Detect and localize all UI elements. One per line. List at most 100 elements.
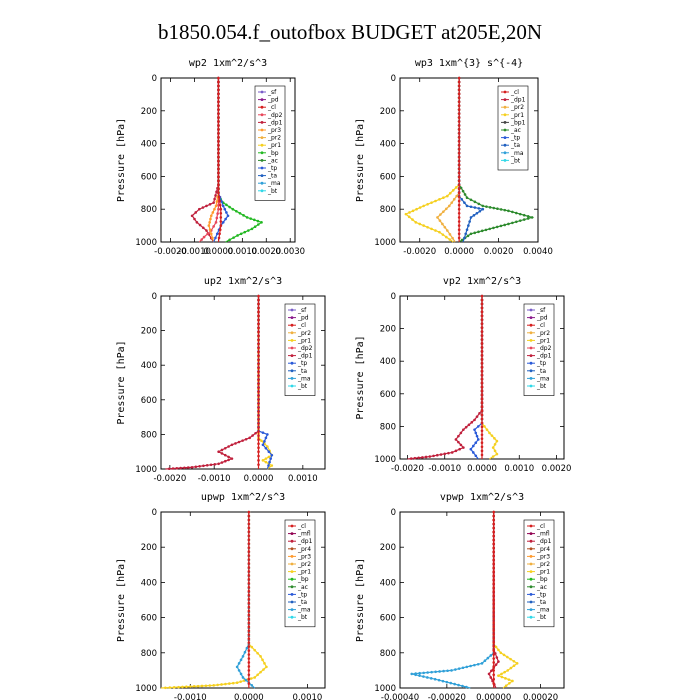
series-point-pr1 [256,651,259,655]
legend-box [284,519,316,628]
series-point-ta [463,236,466,240]
series-point-tp [469,447,473,451]
series-point-bp [249,217,253,220]
series-point-ma [449,681,453,685]
series-point-ta [472,214,476,217]
series-point-cl [480,437,484,441]
legend-label: _pd [267,97,279,104]
plot-frame [399,511,565,689]
x-tick-label: -0.00040 [381,693,419,700]
series-point-cl [257,314,260,318]
series-point-bp [245,216,249,219]
legend-label: _pd [536,315,548,322]
series-point-pr3 [209,217,212,221]
series-point-cl [247,574,251,577]
series-point-pr1 [220,683,223,686]
series-point-cl [217,163,220,167]
x-tick-label: 0.0000 [204,247,234,257]
series-line-ma [411,512,495,689]
series-point-bp [228,238,231,242]
legend-label: _dp1 [297,353,313,360]
series-point-pr2 [451,236,454,240]
series-point-pr1 [185,685,188,689]
series-point-ta [465,228,469,231]
legend-label: _cl [536,523,545,530]
series-point-pr1 [507,678,511,681]
series-point-dp1 [454,449,458,453]
series-point-pr1 [438,230,441,234]
series-point-dp1 [175,466,179,470]
series-point-bp [253,218,256,222]
series-point-pr1 [216,683,219,687]
x-tick-label: -0.0020 [391,464,424,474]
legend-label: _tp [267,165,277,172]
series-point-dp1 [212,201,215,204]
series-point-pr3 [215,200,219,203]
series-point-ac [488,206,492,209]
series-point-dp1 [450,451,454,454]
series-point-ma [442,669,445,673]
series-point-bp [231,207,235,211]
y-tick-label: 0 [152,74,157,84]
series-point-pr1 [208,684,212,687]
legend-label: _ma [510,150,524,157]
series-point-cl [480,453,484,457]
legend-label: _ta [297,368,307,375]
series-point-cl [480,318,484,322]
series-point-ma [473,663,476,667]
series-point-cl [247,653,251,656]
series-point-pr1 [448,238,452,241]
legend-marker [290,555,294,558]
series-point-ta [473,206,477,209]
series-point-ac [477,202,481,206]
series-point-cl [257,426,260,430]
series-point-ma [418,674,421,677]
series-point-cl [480,425,484,429]
series-point-ac [466,234,470,238]
legend-marker [260,189,264,193]
series-point-cl [457,187,461,191]
series-point-bp [242,214,245,217]
legend-marker [290,323,294,327]
series-point-cl [480,298,484,302]
series-point-cl [457,116,461,119]
series-point-cl [217,151,220,155]
series-point-ma [446,669,449,673]
y-tick-label: 400 [141,578,157,588]
series-point-pr2 [442,210,445,213]
x-tick-label: -0.0020 [403,247,436,257]
series-point-cl [492,538,496,542]
series-line-tp [470,296,483,460]
series-point-tp [476,425,480,428]
series-point-dp1 [443,452,447,456]
series-point-cl [217,80,220,84]
legend-label: _tp [510,135,520,142]
x-tick-label: -0.0020 [153,474,186,484]
series-point-pr1 [266,445,269,448]
legend-label: _bt [536,383,547,390]
series-point-cl [492,629,496,633]
series-point-ac [530,216,534,219]
legend-label: _cl [297,523,306,530]
series-point-cl [457,220,461,223]
series-point-dp1 [459,443,463,447]
series-point-pr1 [261,459,265,462]
series-point-tp [263,440,266,443]
series-point-cl [257,294,260,298]
series-point-cl [247,589,251,593]
series-point-pr1 [493,449,497,453]
legend-marker [260,128,264,132]
y-tick-label: 200 [141,327,157,337]
series-point-pr3 [208,228,212,231]
y-tick-label: 0 [152,508,157,518]
series-point-tp [473,428,476,431]
series-point-ma [237,662,241,665]
legend-label: _tp [536,591,546,598]
series-point-cl [247,546,251,549]
legend-label: _pr1 [536,337,550,344]
series-point-dp1 [459,431,463,435]
series-point-cl [457,224,461,227]
series-point-ac [526,217,530,220]
legend-marker [503,159,507,162]
series-point-pr1 [181,685,184,689]
